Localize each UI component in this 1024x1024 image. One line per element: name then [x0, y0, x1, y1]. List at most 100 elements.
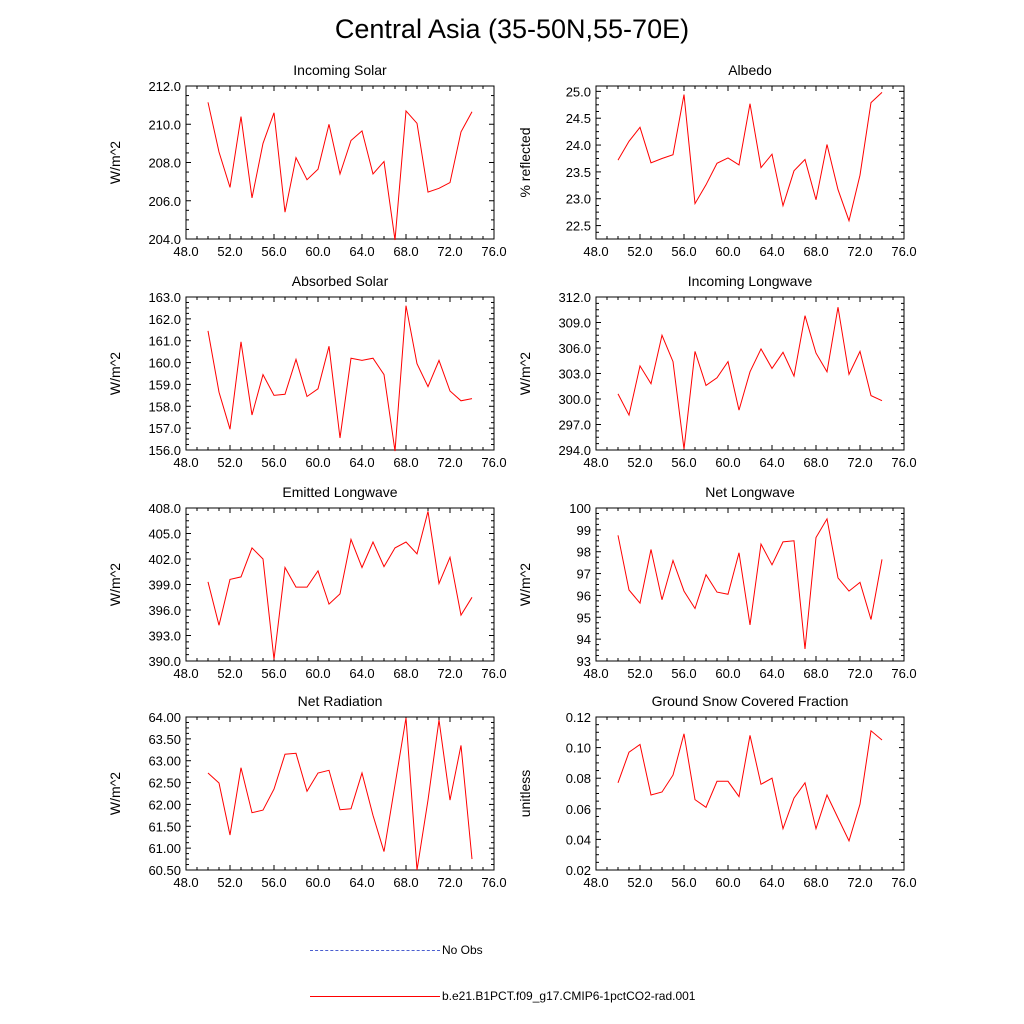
- y-tick-label: 96: [577, 588, 591, 603]
- y-tick-label: 309.0: [558, 316, 591, 331]
- legend-label-no-obs: No Obs: [442, 943, 483, 957]
- y-tick-label: 161.0: [148, 334, 181, 349]
- x-tick-label: 76.0: [481, 875, 506, 890]
- panel-title: Incoming Solar: [293, 62, 387, 78]
- x-tick-label: 60.0: [715, 666, 740, 681]
- x-tick-label: 68.0: [393, 244, 418, 259]
- plot-frame: [185, 85, 495, 240]
- x-tick-label: 48.0: [173, 455, 198, 470]
- x-tick-label: 52.0: [627, 666, 652, 681]
- panel-title: Albedo: [728, 62, 772, 78]
- series-line-ground-snow-covered-fraction: [617, 729, 883, 843]
- series-line-absorbed-solar: [207, 305, 473, 452]
- y-tick-label: 61.00: [148, 841, 181, 856]
- x-tick-label: 68.0: [803, 666, 828, 681]
- y-tick-label: 306.0: [558, 341, 591, 356]
- y-tick-label: 206.0: [148, 194, 181, 209]
- x-tick-label: 76.0: [891, 666, 916, 681]
- x-tick-label: 68.0: [393, 455, 418, 470]
- x-tick-label: 56.0: [671, 875, 696, 890]
- x-tick-label: 68.0: [803, 244, 828, 259]
- x-tick-label: 76.0: [481, 666, 506, 681]
- x-tick-label: 64.0: [759, 875, 784, 890]
- y-axis-label: W/m^2: [107, 563, 123, 606]
- x-tick-label: 52.0: [217, 875, 242, 890]
- x-tick-label: 72.0: [847, 455, 872, 470]
- x-tick-label: 76.0: [481, 455, 506, 470]
- y-tick-label: 23.0: [566, 192, 591, 207]
- x-tick-label: 56.0: [261, 875, 286, 890]
- x-tick-label: 64.0: [349, 666, 374, 681]
- y-tick-label: 22.5: [566, 219, 591, 234]
- x-tick-label: 56.0: [261, 244, 286, 259]
- panel-title: Net Radiation: [298, 693, 383, 709]
- y-tick-label: 0.12: [566, 710, 591, 725]
- panel-emitted-longwave: 48.0 52.0 56.0 60.0 64.0 68.0 72.0 76.0 390.0 393…: [107, 484, 507, 681]
- legend-item-no-obs: No Obs: [310, 942, 483, 958]
- series-line-incoming-longwave: [617, 307, 883, 450]
- x-tick-label: 72.0: [437, 455, 462, 470]
- panel-net-longwave: 48.0 52.0 56.0 60.0 64.0 68.0 72.0 76.0 93 94 95 96…: [517, 484, 917, 681]
- x-tick-label: 76.0: [891, 455, 916, 470]
- panel-title: Net Longwave: [705, 484, 795, 500]
- y-tick-label: 63.00: [148, 754, 181, 769]
- y-axis-label: W/m^2: [517, 352, 533, 395]
- y-tick-label: 99: [577, 523, 591, 538]
- y-tick-label: 95: [577, 610, 591, 625]
- x-tick-label: 76.0: [891, 244, 916, 259]
- x-tick-label: 48.0: [173, 875, 198, 890]
- y-tick-label: 23.5: [566, 165, 591, 180]
- x-tick-label: 68.0: [803, 455, 828, 470]
- x-tick-label: 64.0: [759, 455, 784, 470]
- x-tick-label: 76.0: [481, 244, 506, 259]
- x-tick-label: 48.0: [583, 455, 608, 470]
- y-tick-label: 208.0: [148, 156, 181, 171]
- y-axis-label: unitless: [517, 770, 533, 817]
- panel-title: Emitted Longwave: [282, 484, 397, 500]
- x-tick-label: 76.0: [891, 875, 916, 890]
- x-tick-label: 60.0: [305, 666, 330, 681]
- x-tick-label: 72.0: [847, 666, 872, 681]
- panel-title: Incoming Longwave: [688, 273, 813, 289]
- x-tick-label: 72.0: [847, 244, 872, 259]
- plot-frame: [595, 85, 905, 240]
- x-tick-label: 56.0: [671, 666, 696, 681]
- plot-frame: [185, 507, 495, 662]
- y-tick-label: 62.00: [148, 797, 181, 812]
- y-tick-label: 210.0: [148, 117, 181, 132]
- y-tick-label: 61.50: [148, 819, 181, 834]
- plot-frame: [185, 716, 495, 871]
- y-tick-label: 159.0: [148, 377, 181, 392]
- y-tick-label: 303.0: [558, 367, 591, 382]
- y-tick-label: 24.5: [566, 111, 591, 126]
- y-axis-label: W/m^2: [107, 141, 123, 184]
- y-tick-label: 297.0: [558, 418, 591, 433]
- series-line-net-longwave: [617, 517, 883, 650]
- y-tick-label: 63.50: [148, 732, 181, 747]
- y-tick-label: 162.0: [148, 312, 181, 327]
- x-tick-label: 56.0: [261, 455, 286, 470]
- x-tick-label: 52.0: [627, 244, 652, 259]
- x-tick-label: 56.0: [261, 666, 286, 681]
- x-tick-label: 48.0: [173, 244, 198, 259]
- x-tick-label: 64.0: [759, 666, 784, 681]
- x-tick-label: 52.0: [627, 455, 652, 470]
- y-tick-label: 94: [577, 632, 591, 647]
- x-tick-label: 68.0: [393, 666, 418, 681]
- legend-swatch-model-run: [310, 995, 440, 997]
- series-line-incoming-solar: [207, 102, 473, 241]
- y-tick-label: 408.0: [148, 501, 181, 516]
- panel-incoming-solar: 48.0 52.0 56.0 60.0 64.0 68.0 72.0 76.0 204.0 206…: [107, 62, 507, 259]
- y-tick-label: 405.0: [148, 527, 181, 542]
- x-tick-label: 72.0: [437, 666, 462, 681]
- panel-absorbed-solar: 48.0 52.0 56.0 60.0 64.0 68.0 72.0 76.0 156.0 157…: [107, 273, 507, 470]
- plot-frame: [185, 296, 495, 451]
- y-tick-label: 0.10: [566, 741, 591, 756]
- x-tick-label: 68.0: [393, 875, 418, 890]
- y-tick-label: 312.0: [558, 290, 591, 305]
- panel-ground-snow-covered-fraction: 48.0 52.0 56.0 60.0 64.0 68.0 72.0 76.0 0.02 0.04…: [517, 693, 917, 890]
- y-tick-label: 160.0: [148, 356, 181, 371]
- y-tick-label: 294.0: [558, 443, 591, 458]
- y-tick-label: 0.08: [566, 771, 591, 786]
- y-tick-label: 25.0: [566, 84, 591, 99]
